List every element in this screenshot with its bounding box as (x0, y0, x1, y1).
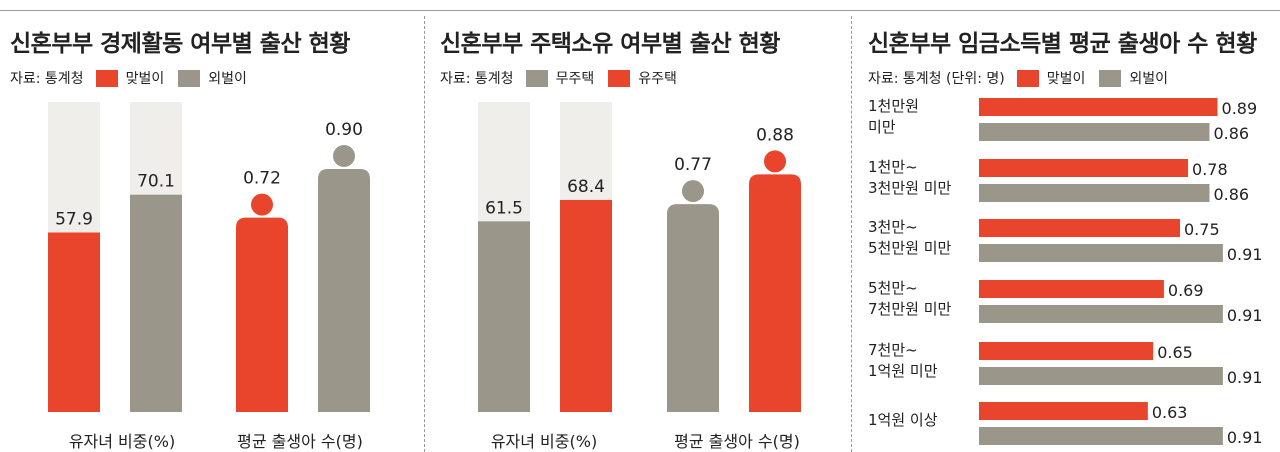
category-label: 3천만~ 5천만원 미만 (868, 217, 951, 259)
data-label: 68.4 (567, 177, 605, 197)
legend-label: 맞벌이 (125, 71, 165, 87)
person-head (764, 150, 786, 173)
category-label-line: 7천만~ (868, 341, 918, 359)
legend-label: 외벌이 (1129, 71, 1169, 87)
bar-second (130, 194, 182, 412)
person-figure-bar (318, 169, 370, 412)
x-group-label: 유자녀 비중(%) (490, 432, 598, 451)
x-group-label: 평균 출생아 수(명) (674, 432, 800, 451)
category-label-line: 3천만원 미만 (868, 179, 952, 197)
data-label: 0.90 (325, 120, 363, 140)
legend-label: 유주택 (638, 71, 677, 87)
category-label-line: 3천만~ (868, 218, 918, 236)
category-label-line: 1억원 이상 (868, 411, 938, 429)
category-label-line: 1천만~ (868, 158, 918, 176)
bar-single-income (979, 123, 1210, 141)
data-label: 0.88 (756, 125, 794, 145)
source-note: 자료: 통계청 (단위: 명) (868, 71, 1005, 87)
legend-swatch-own-house (608, 69, 631, 87)
category-label-line: 미만 (868, 118, 896, 136)
chart-plot: 57.9 70.1 0.72 0.90 (48, 102, 370, 412)
person-head (333, 145, 355, 167)
bar-first (48, 232, 100, 412)
data-label: 57.9 (55, 210, 93, 230)
chart-title: 신혼부부 임금소득별 평균 출생아 수 현황 (868, 31, 1257, 57)
bar-single-income (979, 367, 1223, 385)
bar-dual-income (979, 280, 1164, 298)
legend-swatch-dual-income (95, 69, 118, 87)
category-label: 5천만~ 7천만원 미만 (868, 278, 951, 320)
bar-single-income (979, 305, 1223, 323)
data-label: 0.75 (1184, 220, 1220, 239)
chart-legend: 자료: 통계청 맞벌이 외벌이 (10, 68, 261, 88)
person-figure-bar (749, 174, 801, 412)
data-label: 0.91 (1227, 306, 1263, 325)
person-head (682, 180, 704, 203)
bar-single-income (979, 244, 1223, 262)
person-figure-bar (236, 217, 288, 412)
data-label: 0.91 (1227, 368, 1263, 387)
bar-dual-income (979, 342, 1154, 360)
data-label: 0.78 (1192, 160, 1228, 179)
x-group-label: 평균 출생아 수(명) (237, 432, 363, 451)
chart-title: 신혼부부 주택소유 여부별 출산 현황 (440, 31, 780, 57)
category-label-line: 1천만원 (868, 97, 919, 115)
data-label: 0.77 (674, 155, 712, 175)
data-label: 0.72 (243, 169, 281, 189)
data-label: 0.89 (1222, 99, 1258, 118)
panel-divider (424, 16, 425, 452)
chart-title: 신혼부부 경제활동 여부별 출산 현황 (10, 31, 350, 57)
legend-label: 무주택 (555, 71, 595, 87)
category-label-line: 5천만원 미만 (868, 239, 952, 257)
legend-swatch-no-house (525, 69, 548, 87)
data-label: 61.5 (485, 198, 523, 218)
data-label: 0.86 (1213, 185, 1249, 204)
person-head (251, 193, 273, 216)
chart-panel-economic: 신혼부부 경제활동 여부별 출산 현황 자료: 통계청 맞벌이 외벌이 57.9… (0, 10, 424, 452)
category-label: 7천만~ 1억원 미만 (868, 340, 938, 382)
person-figure-bar (667, 204, 719, 412)
data-label: 70.1 (137, 172, 175, 192)
data-label: 0.65 (1157, 343, 1193, 362)
bar-dual-income (979, 98, 1218, 116)
bar-single-income (979, 184, 1210, 202)
chart-plot: 61.5 68.4 0.77 0.88 (478, 102, 801, 412)
chart-plot: 0.89 0.86 0.78 0.86 0.75 0.91 0.69 0.91 0.65 0.91… (979, 98, 1263, 447)
category-label: 1억원 이상 (868, 410, 938, 431)
category-label-line: 7천만원 미만 (868, 300, 952, 318)
top-rule (0, 10, 1280, 11)
category-label: 1천만~ 3천만원 미만 (868, 157, 951, 199)
data-label: 0.86 (1213, 124, 1249, 143)
source-note: 자료: 통계청 (440, 71, 514, 87)
bar-second (560, 199, 612, 412)
chart-panel-housing: 신혼부부 주택소유 여부별 출산 현황 자료: 통계청 무주택 유주택 61.5… (430, 10, 850, 452)
category-label-line: 5천만~ (868, 279, 918, 297)
data-label: 0.91 (1227, 245, 1263, 264)
data-label: 0.91 (1227, 428, 1263, 447)
legend-swatch-single-income (178, 69, 201, 87)
chart-legend: 자료: 통계청 무주택 유주택 (440, 68, 691, 88)
data-label: 0.63 (1152, 403, 1188, 422)
bar-single-income (979, 427, 1223, 445)
legend-swatch-dual-income (1016, 69, 1039, 87)
source-note: 자료: 통계청 (10, 71, 84, 87)
legend-label: 맞벌이 (1046, 71, 1086, 87)
panel-divider (851, 16, 852, 452)
bar-dual-income (979, 159, 1189, 177)
bar-dual-income (979, 219, 1180, 237)
bar-first (478, 221, 530, 412)
legend-label: 외벌이 (208, 71, 247, 87)
chart-panel-income: 신혼부부 임금소득별 평균 출생아 수 현황 자료: 통계청 (단위: 명) 맞… (858, 10, 1280, 452)
chart-legend: 자료: 통계청 (단위: 명) 맞벌이 외벌이 (868, 68, 1182, 88)
bar-dual-income (979, 402, 1148, 420)
legend-swatch-single-income (1099, 69, 1122, 87)
category-label-line: 1억원 미만 (868, 362, 938, 380)
data-label: 0.69 (1168, 281, 1204, 300)
x-group-label: 유자녀 비중(%) (68, 432, 176, 451)
